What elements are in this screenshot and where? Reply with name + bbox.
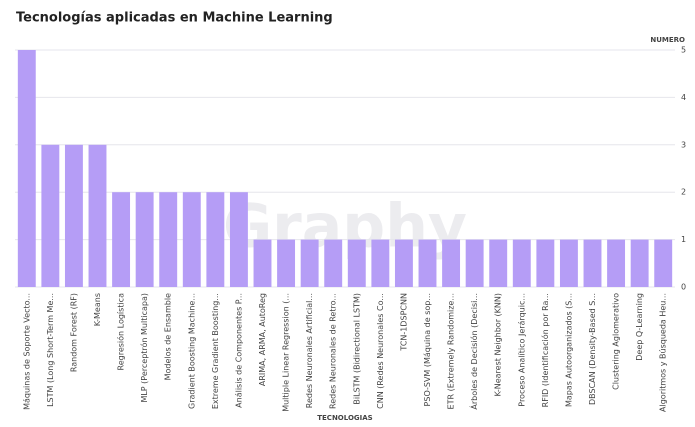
x-tick-label: Algoritmos y Búsqueda Heu...	[659, 293, 668, 412]
bar	[607, 239, 626, 287]
y-tick-label: 0	[681, 283, 686, 292]
x-tick-label: K-Nearest Neighbor (KNN)	[494, 293, 503, 397]
bar	[88, 144, 107, 287]
bar	[371, 239, 390, 287]
bar	[253, 239, 272, 287]
bar	[300, 239, 319, 287]
x-tick-label: Proceso Analítico Jerárquic...	[517, 293, 526, 407]
x-tick-label: Análisis de Componentes P...	[234, 293, 243, 408]
bar	[630, 239, 649, 287]
x-tick-label: MLP (Perceptrón Multicapa)	[139, 293, 149, 403]
bar	[159, 192, 178, 287]
bar	[135, 192, 154, 287]
x-tick-label: Regresión Logística	[116, 293, 126, 371]
y-tick-label: 2	[681, 188, 686, 197]
x-tick-label: Modelos de Ensamble	[164, 293, 173, 380]
bar	[347, 239, 366, 287]
bar	[418, 239, 437, 287]
bar	[112, 192, 131, 287]
bar	[442, 239, 461, 287]
x-tick-label: LSTM (Long Short-Term Me...	[46, 293, 55, 407]
x-tick-label: Extreme Gradient Boosting...	[211, 293, 220, 409]
bar	[394, 239, 413, 287]
y-tick-label: 1	[681, 235, 686, 244]
bar	[206, 192, 225, 287]
x-tick-label: Redes Neuronales de Retro...	[329, 293, 338, 409]
x-tick-label: Máquinas de Soporte Vecto...	[22, 293, 31, 410]
x-tick-label: Redes Neuronales Artificial...	[305, 293, 314, 408]
chart-title: Tecnologías aplicadas en Machine Learnin…	[16, 11, 333, 26]
bar	[229, 192, 248, 287]
x-tick-label: Multiple Linear Regression (...	[282, 293, 291, 412]
y-tick-label: 3	[681, 140, 686, 149]
y-tick-label: 4	[681, 93, 686, 102]
x-tick-label: CNN (Redes Neuronales Co...	[376, 293, 385, 409]
x-tick-label: TCN-1DSPCNN	[399, 293, 408, 352]
x-tick-label: DBSCAN (Density-Based S...	[588, 293, 597, 405]
x-tick-label: Random Forest (RF)	[69, 293, 78, 372]
x-tick-label: ARIMA, ARMA, AutoReg	[258, 293, 267, 386]
y-axis-label: NUMERO	[650, 36, 685, 44]
x-tick-label: BiLSTM (Bidirectional LSTM)	[352, 293, 361, 405]
x-tick-label: Clustering Aglomerativo	[612, 293, 621, 390]
bar	[465, 239, 484, 287]
bar	[654, 239, 673, 287]
x-tick-label: Gradient Boosting Machine...	[187, 293, 196, 409]
x-tick-label: ETR (Extremely Randomize...	[447, 293, 456, 409]
x-tick-label: Deep Q-Learning	[635, 293, 644, 361]
x-tick-label: Árboles de Decisión (Decisi...	[468, 293, 479, 410]
x-tick-label: Mapas Autoorganizados (S...	[564, 293, 573, 407]
bar	[64, 144, 83, 287]
x-tick-label: K-Means	[93, 293, 102, 326]
bar	[17, 50, 36, 287]
bar	[583, 239, 602, 287]
bar	[182, 192, 201, 287]
x-tick-label: PSO-SVM (Máquina de sop...	[423, 293, 432, 406]
bar	[559, 239, 578, 287]
bar	[489, 239, 508, 287]
bar	[277, 239, 296, 287]
bar	[41, 144, 60, 287]
y-tick-label: 5	[681, 46, 686, 55]
bar	[536, 239, 555, 287]
bar	[512, 239, 531, 287]
x-tick-label: RFID (Identificación por Ra...	[540, 293, 550, 407]
bar	[324, 239, 343, 287]
x-axis-label: TECNOLOGIAS	[317, 414, 372, 422]
